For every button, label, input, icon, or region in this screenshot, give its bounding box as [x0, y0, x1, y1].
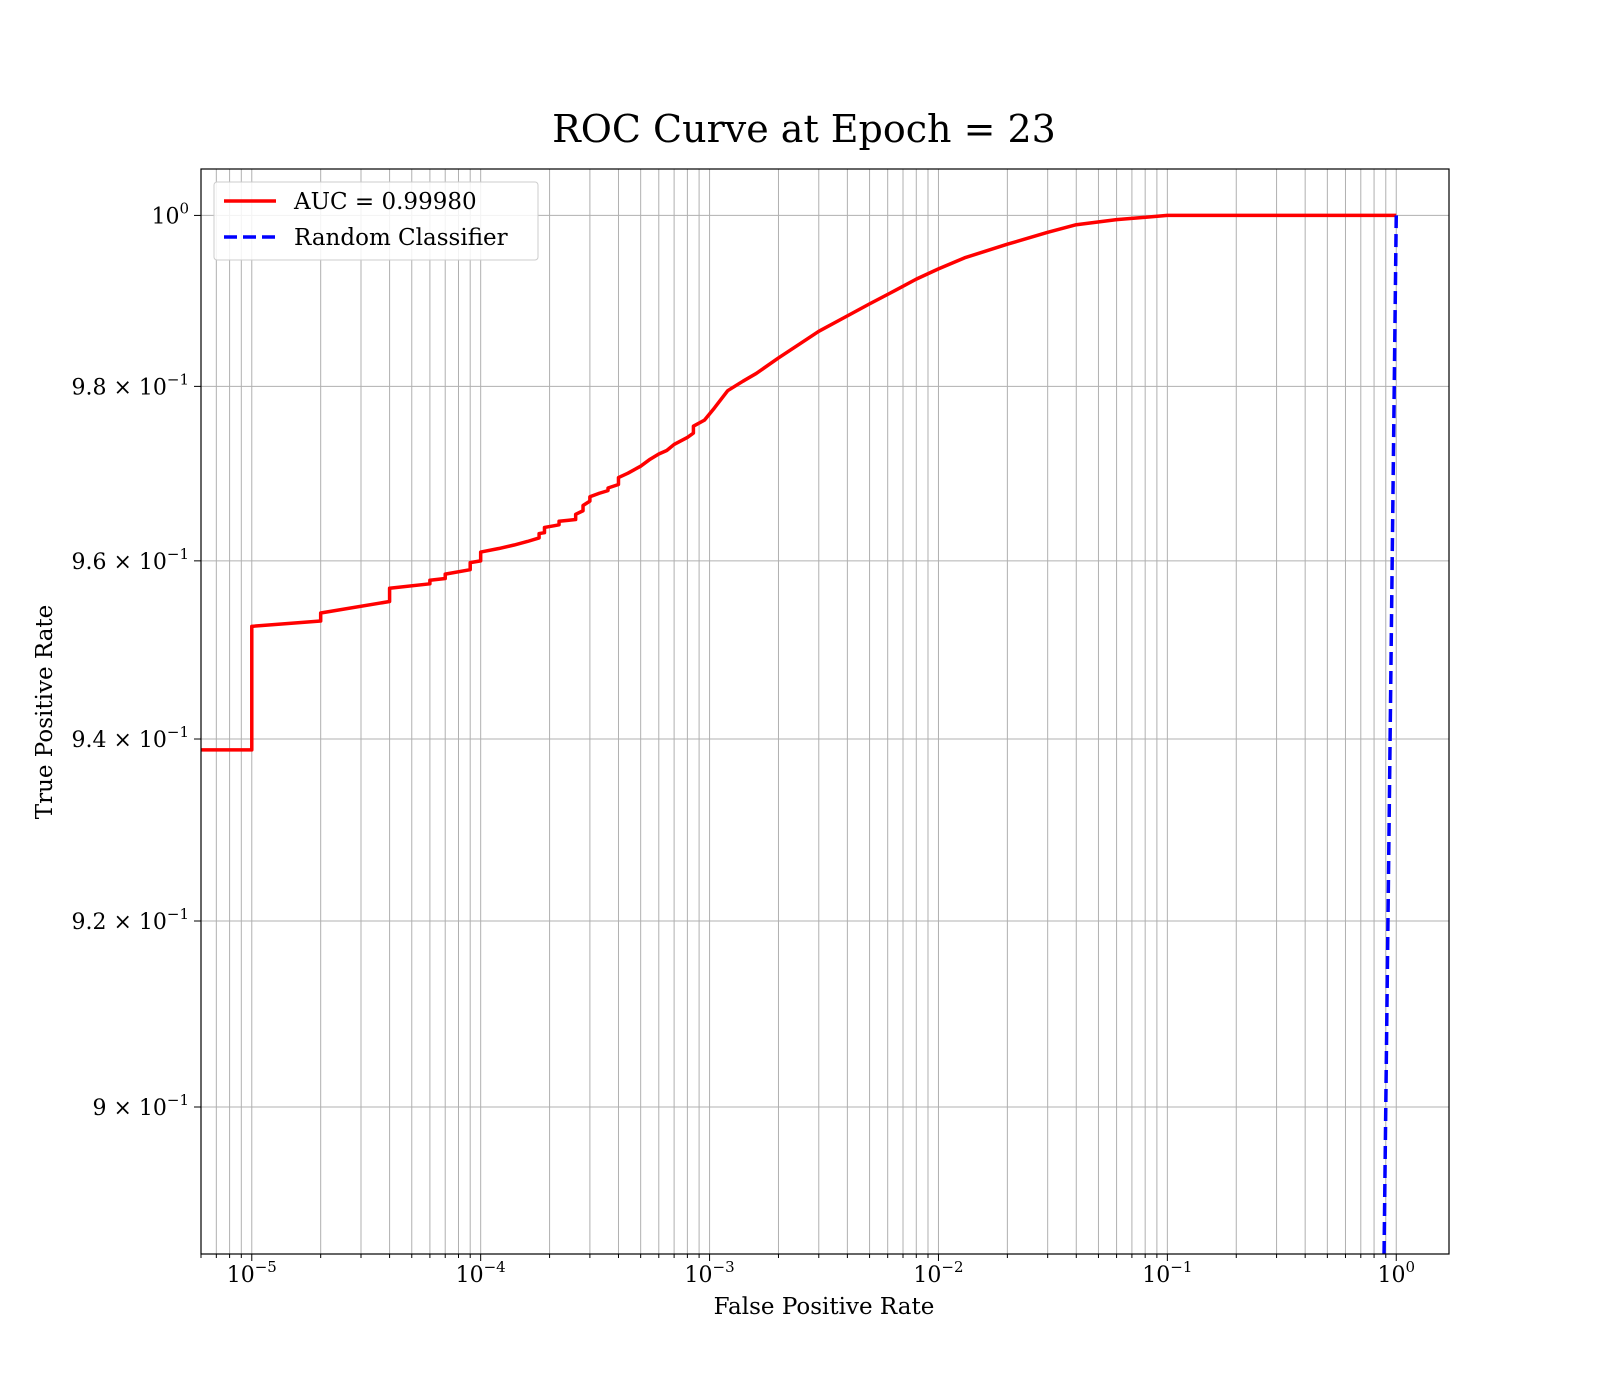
x-tick-label: 10−3	[685, 1258, 735, 1288]
legend-label-auc: AUC = 0.99980	[293, 189, 477, 215]
y-tick-label: 9.8 × 10−1	[71, 370, 189, 400]
y-tick-label: 9.4 × 10−1	[71, 723, 189, 753]
legend-box	[213, 181, 539, 261]
y-tick-label: 9.2 × 10−1	[71, 905, 189, 935]
x-tick-label: 100	[1377, 1258, 1415, 1288]
grid-layer	[200, 169, 1449, 1254]
tick-layer: 10−5 10−4 10−3 10−2 10−1 100 9 × 10−1 9.2 × 10−…	[71, 199, 1415, 1288]
x-tick-label: 10−1	[1142, 1258, 1192, 1288]
y-tick-label: 100	[151, 199, 189, 229]
chart-title: ROC Curve at Epoch = 23	[552, 107, 1056, 151]
series-layer	[201, 213, 1398, 1254]
x-tick-label: 10−2	[913, 1258, 963, 1288]
y-tick-label: 9.6 × 10−1	[71, 545, 189, 575]
plot-frame	[200, 168, 1450, 1255]
y-tick-label: 9 × 10−1	[92, 1091, 189, 1121]
legend: AUC = 0.99980 Random Classifier	[213, 181, 539, 261]
y-axis-title: True Positive Rate	[32, 605, 58, 820]
legend-label-random-classifier: Random Classifier	[294, 225, 508, 251]
roc-curve-line	[201, 213, 1397, 752]
x-axis-title: False Positive Rate	[714, 1294, 935, 1320]
random-classifier-line	[1382, 215, 1398, 1254]
x-tick-label: 10−4	[456, 1258, 506, 1288]
x-tick-label: 10−5	[227, 1258, 277, 1288]
